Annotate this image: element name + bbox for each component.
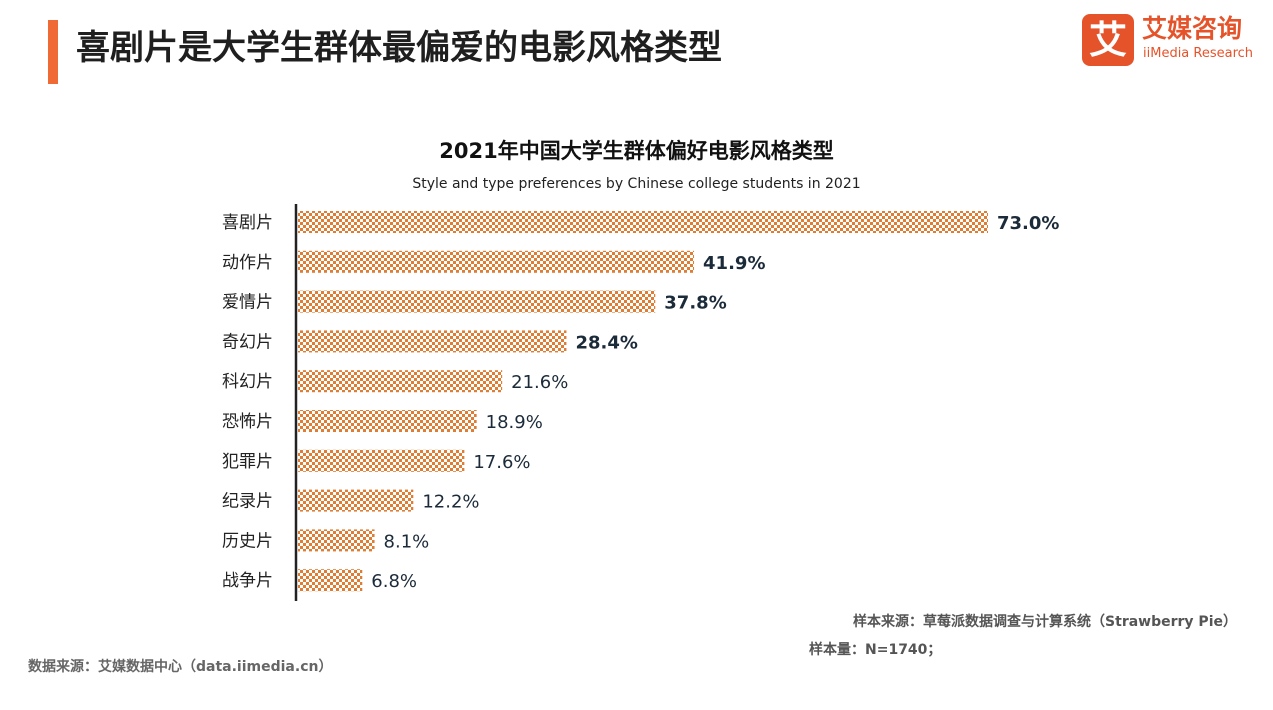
value-label: 41.9% <box>703 253 765 274</box>
value-label: 18.9% <box>486 412 543 433</box>
chart-title: 2021年中国大学生群体偏好电影风格类型 <box>439 139 834 163</box>
sample-source-note: 样本来源：草莓派数据调查与计算系统（Strawberry Pie） <box>853 614 1237 630</box>
value-label: 17.6% <box>473 452 530 473</box>
value-label: 37.8% <box>664 293 726 314</box>
category-label: 奇幻片 <box>222 332 273 352</box>
page-title: 喜剧片是大学生群体最偏爱的电影风格类型 <box>76 28 722 68</box>
category-label: 科幻片 <box>222 372 273 392</box>
value-label: 8.1% <box>384 531 430 552</box>
chart-subtitle: Style and type preferences by Chinese co… <box>412 176 861 192</box>
category-label: 历史片 <box>222 531 273 551</box>
bar <box>298 211 988 233</box>
category-label: 动作片 <box>222 253 273 273</box>
logo-name-cn: 艾媒咨询 <box>1142 14 1243 43</box>
bar <box>298 290 656 313</box>
category-label: 犯罪片 <box>222 452 273 472</box>
logo-name-en: iiMedia Research <box>1143 46 1254 61</box>
bar <box>298 489 414 512</box>
bar <box>298 330 567 353</box>
value-label: 21.6% <box>511 372 568 393</box>
category-label: 爱情片 <box>222 293 273 313</box>
bar <box>298 529 375 552</box>
iimedia-logo: 艾 艾媒咨询 iiMedia Research <box>1082 12 1262 68</box>
category-label: 战争片 <box>222 571 273 591</box>
bar <box>298 250 695 273</box>
category-label: 恐怖片 <box>222 412 273 432</box>
category-label: 纪录片 <box>222 492 273 512</box>
title-accent-bar <box>48 20 58 84</box>
data-source-footer: 数据来源：艾媒数据中心（data.iimedia.cn） <box>28 659 333 675</box>
logo-mark-icon: 艾 <box>1082 14 1134 66</box>
bar <box>298 410 477 432</box>
value-label: 12.2% <box>422 492 479 513</box>
value-label: 6.8% <box>371 571 417 592</box>
value-label: 28.4% <box>575 332 637 353</box>
bar <box>298 370 503 393</box>
value-label: 73.0% <box>997 213 1059 234</box>
sample-size-note: 样本量：N=1740； <box>809 642 942 658</box>
category-label: 喜剧片 <box>222 213 273 233</box>
bar <box>298 449 465 472</box>
bar <box>298 569 363 592</box>
